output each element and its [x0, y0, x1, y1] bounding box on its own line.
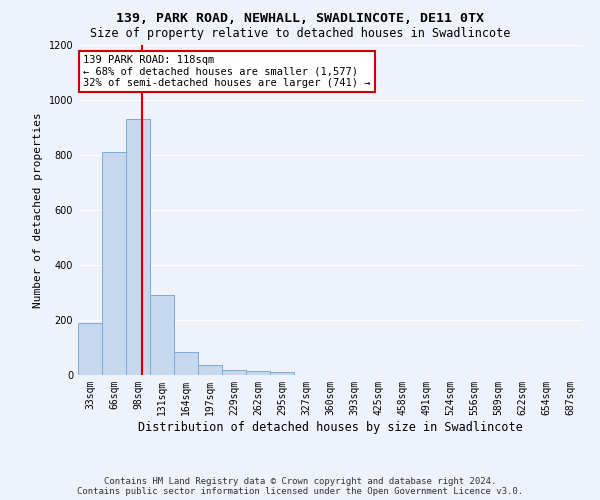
Text: 139 PARK ROAD: 118sqm
← 68% of detached houses are smaller (1,577)
32% of semi-d: 139 PARK ROAD: 118sqm ← 68% of detached …	[83, 55, 371, 88]
Bar	[102, 152, 126, 375]
X-axis label: Distribution of detached houses by size in Swadlincote: Distribution of detached houses by size …	[137, 420, 523, 434]
Bar	[270, 372, 294, 375]
Text: 139, PARK ROAD, NEWHALL, SWADLINCOTE, DE11 0TX: 139, PARK ROAD, NEWHALL, SWADLINCOTE, DE…	[116, 12, 484, 26]
Text: Size of property relative to detached houses in Swadlincote: Size of property relative to detached ho…	[90, 28, 510, 40]
Bar	[246, 371, 270, 375]
Text: Contains HM Land Registry data © Crown copyright and database right 2024.
Contai: Contains HM Land Registry data © Crown c…	[77, 476, 523, 496]
Bar	[150, 295, 174, 375]
Bar	[126, 119, 150, 375]
Bar	[78, 323, 102, 375]
Bar	[222, 370, 246, 375]
Bar	[174, 352, 198, 375]
Bar	[198, 364, 222, 375]
Y-axis label: Number of detached properties: Number of detached properties	[33, 112, 43, 308]
